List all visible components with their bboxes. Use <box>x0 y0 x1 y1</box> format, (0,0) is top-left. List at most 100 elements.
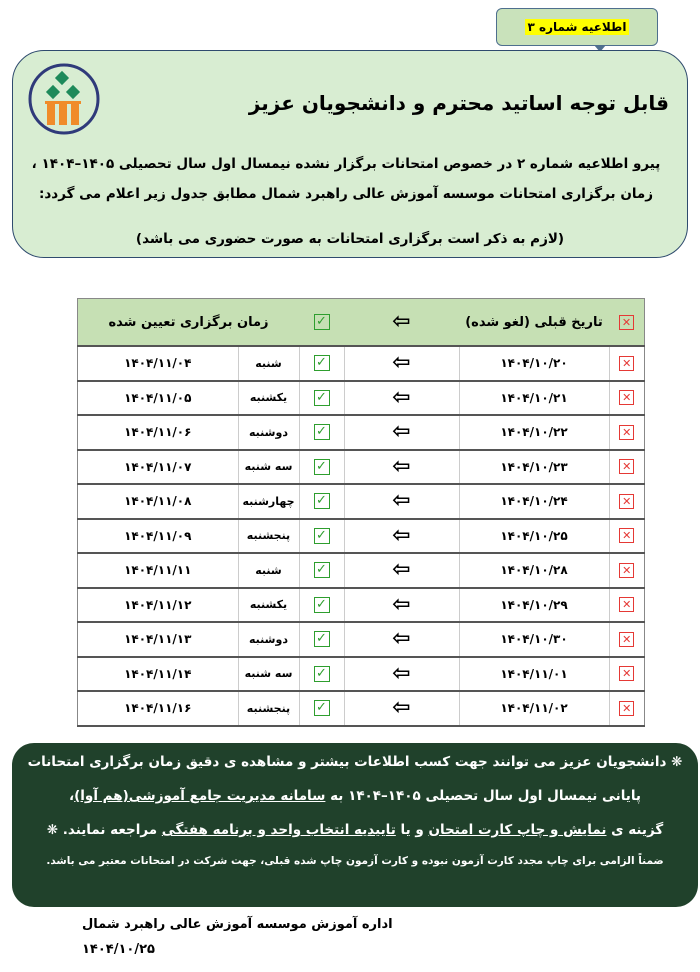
new-date: ۱۴۰۴/۱۱/۰۵ <box>77 380 239 416</box>
check-icon: ✓ <box>313 424 330 441</box>
weekday: شنبه <box>238 553 300 589</box>
weekday: سه شنبه <box>238 449 300 485</box>
new-date: ۱۴۰۴/۱۱/۱۴ <box>77 656 239 692</box>
old-date: ۱۴۰۴/۱۰/۲۰ <box>459 346 610 382</box>
arrow-left-icon: ⇦ <box>392 419 411 445</box>
old-date: ۱۴۰۴/۱۰/۲۸ <box>459 553 610 589</box>
cross-icon: ✕ <box>619 562 635 578</box>
cross-icon: ✕ <box>619 631 635 647</box>
page-title: قابل توجه اساتید محترم و دانشجویان عزیز <box>248 91 669 115</box>
new-date: ۱۴۰۴/۱۱/۰۴ <box>77 346 239 382</box>
weekday: چهارشنبه <box>238 484 300 520</box>
table-row: ✕ ۱۴۰۴/۱۰/۲۲ ⇦ ✓ دوشنبه ۱۴۰۴/۱۱/۰۶ <box>77 415 645 451</box>
check-icon: ✓ <box>313 314 330 330</box>
table-row: ✕ ۱۴۰۴/۱۰/۲۸ ⇦ ✓ شنبه ۱۴۰۴/۱۱/۱۱ <box>77 553 645 589</box>
check-icon: ✓ <box>313 562 330 579</box>
new-date: ۱۴۰۴/۱۱/۱۶ <box>77 691 239 727</box>
old-date: ۱۴۰۴/۱۰/۲۵ <box>459 518 610 554</box>
table-row: ✕ ۱۴۰۴/۱۰/۲۱ ⇦ ✓ یکشنبه ۱۴۰۴/۱۱/۰۵ <box>77 380 645 416</box>
new-date: ۱۴۰۴/۱۱/۰۹ <box>77 518 239 554</box>
arrow-left-icon: ⇦ <box>392 453 411 479</box>
old-date: ۱۴۰۴/۱۱/۰۱ <box>459 656 610 692</box>
new-date: ۱۴۰۴/۱۱/۱۲ <box>77 587 239 623</box>
cross-icon: ✕ <box>619 390 635 406</box>
institute-logo <box>28 63 100 135</box>
new-date: ۱۴۰۴/۱۱/۰۸ <box>77 484 239 520</box>
hamava-system-link: سامانه مدیریت جامع آموزشی(هم آوا) <box>74 788 326 804</box>
check-icon: ✓ <box>313 596 330 613</box>
arrow-left-icon: ⇦ <box>392 309 411 334</box>
cross-icon: ✕ <box>619 355 635 371</box>
announcement-number: اطلاعیه شماره ۳ <box>524 19 630 35</box>
weekday: دوشنبه <box>238 622 300 658</box>
announcement-number-tab: اطلاعیه شماره ۳ <box>496 8 658 52</box>
arrow-left-icon: ⇦ <box>392 695 411 721</box>
table-row: ✕ ۱۴۰۴/۱۰/۲۹ ⇦ ✓ یکشنبه ۱۴۰۴/۱۱/۱۲ <box>77 587 645 623</box>
cross-icon: ✕ <box>619 314 634 330</box>
check-icon: ✓ <box>313 631 330 648</box>
arrow-left-icon: ⇦ <box>392 384 411 410</box>
table-row: ✕ ۱۴۰۴/۱۰/۲۴ ⇦ ✓ چهارشنبه ۱۴۰۴/۱۱/۰۸ <box>77 484 645 520</box>
info-line-3: گزینه ی <box>611 822 664 838</box>
header-old-date: تاریخ قبلی (لغو شده) <box>459 298 609 347</box>
old-date: ۱۴۰۴/۱۱/۰۲ <box>459 691 610 727</box>
old-date: ۱۴۰۴/۱۰/۲۳ <box>459 449 610 485</box>
old-date: ۱۴۰۴/۱۰/۲۱ <box>459 380 610 416</box>
cross-icon: ✕ <box>619 424 635 440</box>
table-row: ✕ ۱۴۰۴/۱۰/۳۰ ⇦ ✓ دوشنبه ۱۴۰۴/۱۱/۱۳ <box>77 622 645 658</box>
new-date: ۱۴۰۴/۱۱/۰۷ <box>77 449 239 485</box>
exam-schedule-table: ✕ تاریخ قبلی (لغو شده) ⇦ ✓ زمان برگزاری … <box>77 298 645 727</box>
cross-icon: ✕ <box>619 528 635 544</box>
table-row: ✕ ۱۴۰۴/۱۰/۲۳ ⇦ ✓ سه شنبه ۱۴۰۴/۱۱/۰۷ <box>77 449 645 485</box>
weekday: پنجشنبه <box>238 691 300 727</box>
arrow-left-icon: ⇦ <box>392 591 411 617</box>
arrow-left-icon: ⇦ <box>392 557 411 583</box>
intro-line-1: پیرو اطلاعیه شماره ۲ در خصوص امتحانات بر… <box>31 156 661 172</box>
table-row: ✕ ۱۴۰۴/۱۱/۰۱ ⇦ ✓ سه شنبه ۱۴۰۴/۱۱/۱۴ <box>77 656 645 692</box>
reprint-note: ضمناً الزامی برای چاپ مجدد کارت آزمون نب… <box>46 855 664 867</box>
star-icon: ❋ <box>46 822 59 838</box>
info-line-1: دانشجویان عزیز می توانند جهت کسب اطلاعات… <box>27 754 667 770</box>
enrollment-confirmation-option: تاییدیه انتخاب واحد و برنامه هفتگی <box>161 822 396 838</box>
check-icon: ✓ <box>313 458 330 475</box>
weekday: دوشنبه <box>238 415 300 451</box>
arrow-left-icon: ⇦ <box>392 350 411 376</box>
intro-text: پیرو اطلاعیه شماره ۲ در خصوص امتحانات بر… <box>23 149 669 209</box>
in-person-note: (لازم به ذکر است برگزاری امتحانات به صور… <box>135 231 565 247</box>
arrow-left-icon: ⇦ <box>392 488 411 514</box>
weekday: شنبه <box>238 346 300 382</box>
table-header-row: ✕ تاریخ قبلی (لغو شده) ⇦ ✓ زمان برگزاری … <box>77 298 645 347</box>
weekday: سه شنبه <box>238 656 300 692</box>
check-icon: ✓ <box>313 389 330 406</box>
weekday: یکشنبه <box>238 587 300 623</box>
new-date: ۱۴۰۴/۱۱/۰۶ <box>77 415 239 451</box>
cross-icon: ✕ <box>619 459 635 475</box>
header-panel: قابل توجه اساتید محترم و دانشجویان عزیز … <box>12 50 688 258</box>
table-row: ✕ ۱۴۰۴/۱۱/۰۲ ⇦ ✓ پنجشنبه ۱۴۰۴/۱۱/۱۶ <box>77 691 645 727</box>
cross-icon: ✕ <box>619 666 635 682</box>
star-icon: ❋ <box>671 754 683 770</box>
info-panel: ❋ دانشجویان عزیز می توانند جهت کسب اطلاع… <box>12 743 698 907</box>
arrow-left-icon: ⇦ <box>392 522 411 548</box>
refer-text: مراجعه نمایند. <box>62 822 158 838</box>
arrow-left-icon: ⇦ <box>392 626 411 652</box>
cross-icon: ✕ <box>619 700 635 716</box>
weekday: پنجشنبه <box>238 518 300 554</box>
table-row: ✕ ۱۴۰۴/۱۰/۲۰ ⇦ ✓ شنبه ۱۴۰۴/۱۱/۰۴ <box>77 346 645 382</box>
new-date: ۱۴۰۴/۱۱/۱۳ <box>77 622 239 658</box>
check-icon: ✓ <box>313 493 330 510</box>
comma: ، <box>68 788 75 804</box>
check-icon: ✓ <box>313 527 330 544</box>
arrow-left-icon: ⇦ <box>392 660 411 686</box>
intro-line-2: زمان برگزاری امتحانات موسسه آموزش عالی ر… <box>38 186 654 202</box>
weekday: یکشنبه <box>238 380 300 416</box>
check-icon: ✓ <box>313 700 330 717</box>
old-date: ۱۴۰۴/۱۰/۲۴ <box>459 484 610 520</box>
cross-icon: ✕ <box>619 597 635 613</box>
info-line-2: پایانی نیمسال اول سال تحصیلی ۱۴۰۵–۱۴۰۴ ب… <box>330 788 641 804</box>
signature: اداره آموزش موسسه آموزش عالی راهبرد شمال <box>82 917 393 932</box>
old-date: ۱۴۰۴/۱۰/۲۲ <box>459 415 610 451</box>
new-date: ۱۴۰۴/۱۱/۱۱ <box>77 553 239 589</box>
exam-card-option: نمایش و چاپ کارت امتحان <box>428 822 607 838</box>
old-date: ۱۴۰۴/۱۰/۲۹ <box>459 587 610 623</box>
